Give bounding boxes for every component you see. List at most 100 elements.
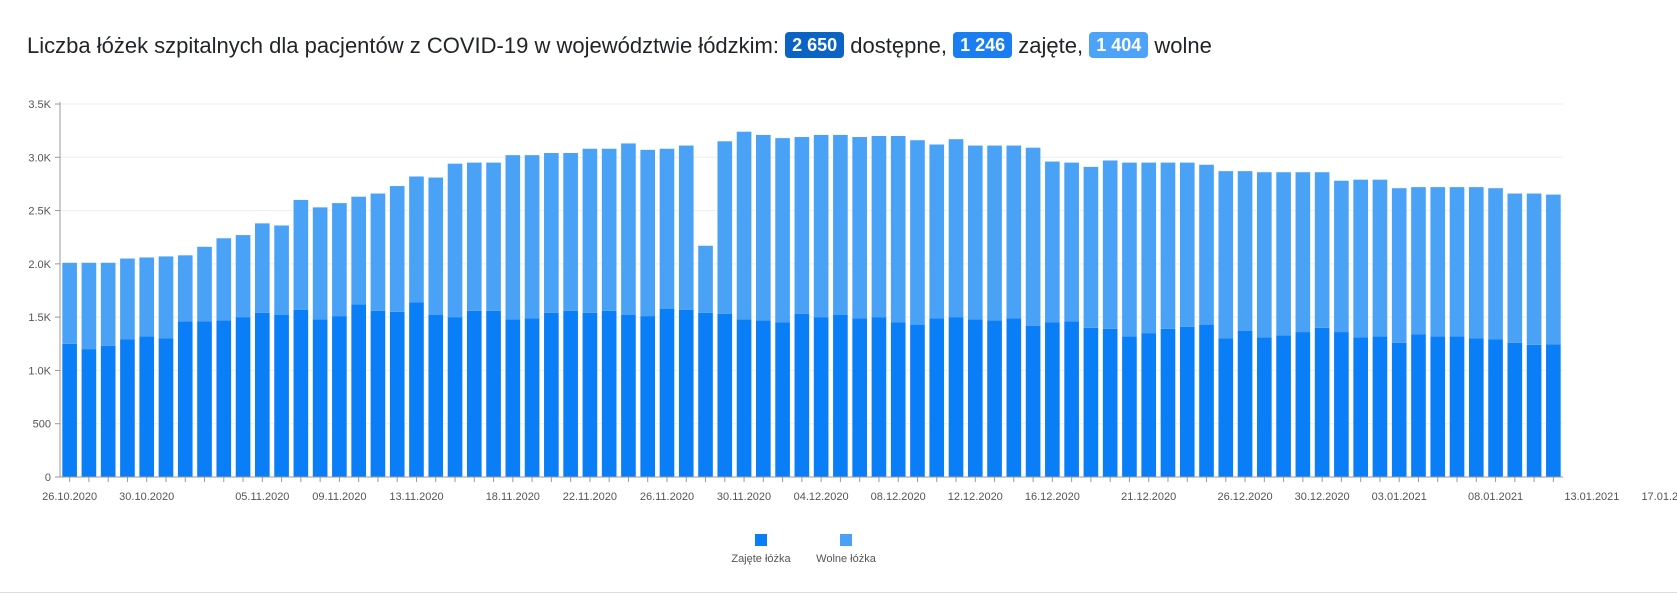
bar-occupied[interactable] xyxy=(1314,327,1330,477)
bar-free[interactable] xyxy=(1160,162,1176,329)
bar-free[interactable] xyxy=(678,145,694,310)
bar-occupied[interactable] xyxy=(775,322,790,477)
bar-free[interactable] xyxy=(794,137,810,314)
bar-occupied[interactable] xyxy=(235,317,251,477)
bar-occupied[interactable] xyxy=(1122,336,1137,477)
bar-occupied[interactable] xyxy=(871,317,887,477)
bar-free[interactable] xyxy=(62,262,77,344)
bar-occupied[interactable] xyxy=(736,319,752,477)
bar-free[interactable] xyxy=(139,257,155,337)
bar-free[interactable] xyxy=(736,131,752,320)
bar-free[interactable] xyxy=(505,155,521,320)
bar-free[interactable] xyxy=(1237,171,1253,331)
bar-free[interactable] xyxy=(428,177,444,316)
bar-occupied[interactable] xyxy=(1199,324,1214,477)
bar-free[interactable] xyxy=(389,186,405,312)
bar-free[interactable] xyxy=(1295,172,1311,333)
bar-free[interactable] xyxy=(120,258,135,340)
bar-occupied[interactable] xyxy=(158,338,174,477)
bar-occupied[interactable] xyxy=(698,312,713,477)
bar-occupied[interactable] xyxy=(1468,338,1484,477)
bar-occupied[interactable] xyxy=(409,302,424,477)
bar-free[interactable] xyxy=(197,246,212,322)
bar-free[interactable] xyxy=(274,225,289,316)
bar-occupied[interactable] xyxy=(370,310,386,477)
bar-occupied[interactable] xyxy=(428,315,444,477)
bar-occupied[interactable] xyxy=(1430,336,1446,477)
legend-label[interactable]: Zajęte łóżka xyxy=(731,553,791,565)
bar-free[interactable] xyxy=(447,163,463,318)
bar-free[interactable] xyxy=(293,199,309,310)
bar-free[interactable] xyxy=(1199,164,1214,325)
bar-occupied[interactable] xyxy=(717,313,733,477)
bar-free[interactable] xyxy=(833,134,848,316)
bar-occupied[interactable] xyxy=(1411,334,1426,477)
bar-occupied[interactable] xyxy=(1160,328,1176,477)
bar-occupied[interactable] xyxy=(312,319,328,477)
bar-occupied[interactable] xyxy=(486,310,501,477)
bar-occupied[interactable] xyxy=(255,312,270,477)
bar-occupied[interactable] xyxy=(794,313,810,477)
bar-free[interactable] xyxy=(1334,180,1349,333)
bar-occupied[interactable] xyxy=(659,308,675,477)
bar-free[interactable] xyxy=(1006,145,1022,319)
bar-occupied[interactable] xyxy=(1102,328,1118,477)
bar-free[interactable] xyxy=(640,149,656,317)
bar-free[interactable] xyxy=(1372,179,1388,337)
bar-free[interactable] xyxy=(698,245,713,313)
legend-swatch[interactable] xyxy=(840,534,852,546)
bar-free[interactable] xyxy=(177,255,193,322)
bar-free[interactable] xyxy=(1102,160,1118,329)
bar-occupied[interactable] xyxy=(351,304,366,477)
bar-occupied[interactable] xyxy=(601,310,617,477)
bar-free[interactable] xyxy=(1218,171,1234,339)
bar-free[interactable] xyxy=(621,143,636,316)
bar-occupied[interactable] xyxy=(929,318,945,477)
bar-occupied[interactable] xyxy=(1372,336,1388,477)
bar-occupied[interactable] xyxy=(833,315,848,477)
bar-free[interactable] xyxy=(216,238,232,321)
bar-free[interactable] xyxy=(1411,187,1426,335)
bar-free[interactable] xyxy=(890,135,906,323)
bar-occupied[interactable] xyxy=(1006,318,1022,477)
bar-free[interactable] xyxy=(466,162,482,311)
bar-free[interactable] xyxy=(1430,187,1446,337)
bar-free[interactable] xyxy=(929,144,945,319)
bar-free[interactable] xyxy=(1468,187,1484,339)
bar-occupied[interactable] xyxy=(120,339,135,477)
bar-occupied[interactable] xyxy=(81,349,97,477)
bar-occupied[interactable] xyxy=(332,316,347,477)
bar-occupied[interactable] xyxy=(813,317,829,477)
bar-free[interactable] xyxy=(544,153,559,313)
bar-occupied[interactable] xyxy=(678,309,694,477)
bar-occupied[interactable] xyxy=(62,343,77,477)
bar-free[interactable] xyxy=(1064,162,1079,322)
bar-occupied[interactable] xyxy=(1064,321,1079,477)
bar-occupied[interactable] xyxy=(910,324,925,477)
bar-occupied[interactable] xyxy=(1237,331,1253,477)
bar-occupied[interactable] xyxy=(524,318,540,477)
bar-occupied[interactable] xyxy=(1546,344,1561,477)
bar-occupied[interactable] xyxy=(1218,338,1234,477)
bar-free[interactable] xyxy=(351,196,366,305)
bar-occupied[interactable] xyxy=(293,309,309,477)
bar-free[interactable] xyxy=(1546,194,1561,345)
bar-free[interactable] xyxy=(582,148,598,313)
bar-free[interactable] xyxy=(775,138,790,323)
bar-occupied[interactable] xyxy=(967,319,983,477)
legend-label[interactable]: Wolne łóżka xyxy=(816,553,877,565)
bar-occupied[interactable] xyxy=(1141,333,1157,477)
bar-free[interactable] xyxy=(1391,188,1407,343)
bar-occupied[interactable] xyxy=(1083,327,1099,477)
bar-free[interactable] xyxy=(1122,162,1137,337)
bar-occupied[interactable] xyxy=(1295,332,1311,477)
bar-free[interactable] xyxy=(1353,179,1368,338)
bar-free[interactable] xyxy=(871,135,887,318)
bar-occupied[interactable] xyxy=(563,310,578,477)
bar-free[interactable] xyxy=(524,155,540,319)
bar-free[interactable] xyxy=(967,145,983,320)
bar-occupied[interactable] xyxy=(100,345,116,477)
bar-occupied[interactable] xyxy=(216,320,232,477)
bar-free[interactable] xyxy=(756,134,771,321)
bar-occupied[interactable] xyxy=(1507,342,1523,477)
